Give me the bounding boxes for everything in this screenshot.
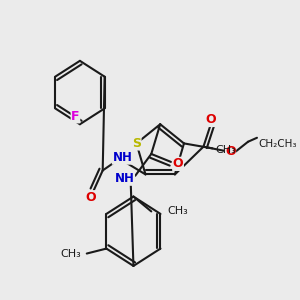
Text: O: O [86, 191, 96, 204]
Text: O: O [225, 145, 236, 158]
Text: CH₃: CH₃ [167, 206, 188, 216]
Text: O: O [173, 158, 183, 170]
Text: O: O [205, 113, 216, 126]
Text: CH₃: CH₃ [60, 248, 81, 259]
Text: NH: NH [112, 151, 132, 164]
Text: NH: NH [115, 172, 134, 185]
Text: F: F [71, 110, 80, 123]
Text: CH₂CH₃: CH₂CH₃ [259, 139, 297, 149]
Text: CH₃: CH₃ [215, 145, 236, 155]
Text: S: S [132, 137, 141, 150]
